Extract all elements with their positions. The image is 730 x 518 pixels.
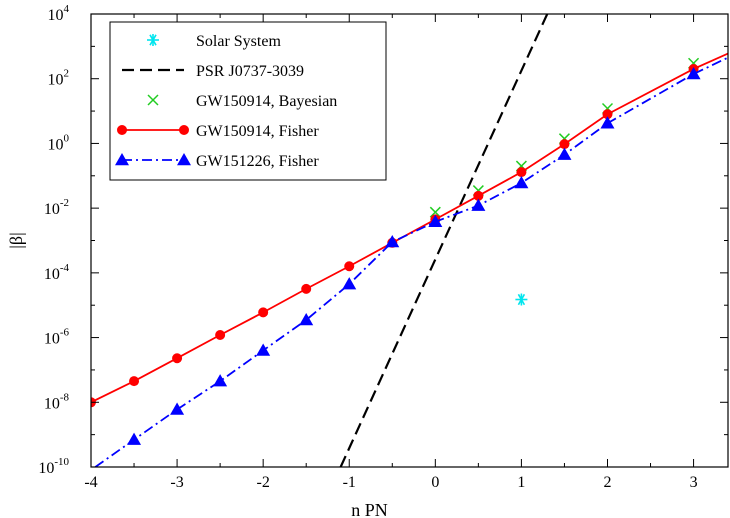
legend-label: GW150914, Fisher: [196, 123, 319, 140]
data-point: [557, 147, 572, 160]
data-point: [516, 167, 527, 178]
data-point: [515, 293, 528, 306]
series-line: [339, 14, 549, 467]
legend-label: PSR J0737-3039: [196, 63, 304, 80]
data-point: [602, 109, 613, 120]
x-tick-label: 0: [431, 474, 439, 491]
legend-entry: GW150914, Bayesian: [147, 93, 337, 110]
x-tick-label: 3: [690, 474, 698, 491]
x-tick-label: -3: [170, 474, 183, 491]
legend-box: [109, 21, 387, 181]
data-point: [429, 206, 441, 218]
legend-marker: [177, 153, 191, 166]
data-point: [256, 343, 271, 356]
data-point: [129, 376, 140, 387]
data-point: [172, 353, 183, 364]
data-point: [559, 139, 570, 150]
y-axis-label: |β|: [6, 232, 26, 248]
y-tick-label: 100: [48, 132, 70, 153]
data-point: [473, 190, 484, 201]
data-point: [301, 283, 312, 294]
y-tick-label: 10-4: [44, 262, 70, 283]
y-tick-label: 10-2: [44, 197, 69, 218]
data-point: [213, 374, 228, 387]
legend-entry: Solar System: [147, 33, 281, 50]
axes-layer: -4 -3 -2 -1 0 1 2 3 10-10 10-8 10-6 10-4 10-2 100 102 1…: [38, 3, 729, 491]
x-tick-label: -1: [343, 474, 356, 491]
legend-marker: [147, 34, 159, 46]
data-point: [428, 214, 443, 227]
data-point: [471, 198, 486, 211]
data-point: [258, 307, 269, 318]
legend-marker: [179, 125, 189, 135]
legend-label: GW151226, Fisher: [196, 153, 319, 170]
x-tick-label: -2: [256, 474, 269, 491]
legend-entry: GW150914, Fisher: [117, 123, 319, 140]
series-gw150914-bayesian: [429, 57, 700, 218]
data-point: [385, 234, 400, 248]
y-tick-label: 104: [48, 3, 70, 24]
x-tick-label: 2: [603, 474, 611, 491]
y-tick-label: 10-8: [44, 391, 70, 412]
data-point: [686, 66, 701, 80]
legend-marker: [147, 94, 159, 106]
data-point: [514, 175, 529, 189]
legend-marker: [117, 125, 127, 135]
data-point: [299, 312, 314, 326]
series-solar-system: [515, 293, 528, 306]
series-layer: [91, 14, 728, 467]
data-point: [600, 116, 615, 129]
data-point: [342, 277, 357, 290]
data-point: [344, 261, 355, 272]
legend-label: GW150914, Bayesian: [196, 93, 337, 110]
x-tick-label: 1: [517, 474, 525, 491]
y-tick-label: 10-10: [38, 456, 69, 477]
legend: Solar System PSR J0737-3039 GW150914, Baye…: [109, 21, 387, 181]
x-axis-label: n PN: [351, 500, 388, 518]
cross-stroke: [429, 206, 441, 218]
series-line: [94, 56, 728, 467]
data-point: [127, 432, 142, 445]
y-tick-label: 102: [48, 68, 70, 89]
cross-stroke: [147, 94, 159, 106]
y-tick-label: 10-6: [44, 327, 70, 348]
legend-entry: GW151226, Fisher: [115, 153, 319, 170]
series-psr-j0737-3039: [339, 14, 549, 467]
x-tick-label: -4: [84, 474, 97, 491]
legend-entry: PSR J0737-3039: [122, 63, 304, 80]
legend-label: Solar System: [196, 33, 281, 50]
data-point: [170, 402, 185, 415]
data-point: [215, 330, 226, 341]
series-gw151226-fisher: [94, 56, 728, 467]
legend-marker: [115, 153, 129, 166]
